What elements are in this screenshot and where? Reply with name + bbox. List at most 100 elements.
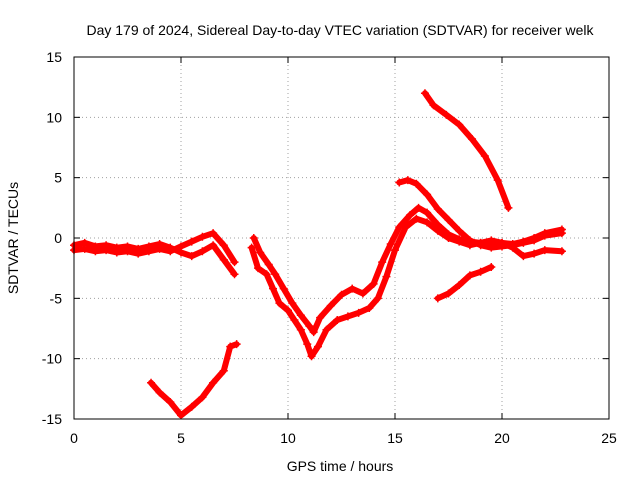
data-point: [91, 242, 100, 251]
y-tick-label: -5: [50, 290, 63, 306]
data-point: [309, 328, 318, 337]
data-point: [455, 120, 464, 129]
data-point: [423, 190, 432, 199]
data-point: [333, 316, 342, 325]
data-point: [433, 294, 442, 303]
data-point: [296, 311, 305, 320]
data-point: [313, 342, 322, 351]
x-tick-label: 15: [387, 430, 403, 446]
data-point: [147, 378, 156, 387]
data-point: [412, 214, 421, 223]
data-point: [348, 284, 357, 293]
data-point: [540, 231, 549, 240]
data-point: [303, 340, 312, 349]
y-tick-label: -15: [42, 411, 62, 427]
data-point: [487, 236, 496, 245]
data-point: [155, 240, 164, 249]
data-point: [465, 271, 474, 280]
data-point: [508, 241, 517, 250]
series-line: [422, 90, 512, 211]
data-point: [166, 243, 175, 252]
data-point: [254, 264, 263, 273]
data-point: [305, 322, 314, 331]
data-point: [378, 258, 387, 267]
series-track-6: [420, 89, 513, 212]
data-point: [498, 242, 506, 251]
data-point: [530, 236, 539, 245]
data-point: [403, 176, 412, 185]
y-tick-label: 5: [54, 170, 62, 186]
data-point: [80, 238, 89, 247]
data-point: [230, 258, 239, 267]
data-point: [219, 241, 228, 250]
data-point: [455, 235, 464, 244]
data-point: [102, 241, 111, 250]
data-point: [209, 378, 218, 387]
y-tick-label: 0: [54, 230, 62, 246]
series-track-7: [433, 262, 496, 303]
data-point: [433, 205, 442, 214]
data-point: [198, 393, 207, 402]
y-tick-label: 15: [46, 49, 62, 65]
plot-frame: [73, 56, 610, 420]
data-point: [373, 294, 382, 303]
data-point: [288, 299, 297, 308]
data-point: [187, 252, 196, 261]
data-point: [219, 366, 228, 375]
data-point: [112, 243, 121, 252]
data-point: [232, 340, 241, 349]
y-tick-label: 10: [46, 109, 62, 125]
series-track-8: [147, 340, 241, 420]
data-point: [493, 176, 502, 185]
data-point: [144, 242, 153, 251]
data-point: [455, 281, 464, 290]
data-point: [382, 272, 391, 281]
data-point: [465, 236, 474, 245]
y-axis-label: SDTVAR / TECUs: [5, 182, 21, 294]
series-track-1: [70, 229, 239, 267]
data-point: [386, 240, 395, 249]
data-point: [444, 230, 453, 239]
data-point: [414, 203, 423, 212]
data-point: [219, 255, 228, 264]
y-tick-labels: -15 -10 -5 0 5 10 15: [42, 49, 62, 427]
chart-title: Day 179 of 2024, Sidereal Day-to-day VTE…: [86, 22, 594, 38]
data-point: [442, 110, 451, 119]
series-line: [71, 230, 238, 266]
data-point: [275, 299, 284, 308]
data-point: [187, 237, 196, 246]
x-tick-label: 5: [177, 430, 185, 446]
data-point: [322, 325, 331, 334]
data-point: [504, 203, 513, 212]
x-tick-label: 20: [494, 430, 510, 446]
data-point: [155, 388, 164, 397]
data-point: [519, 238, 528, 247]
series-line: [434, 264, 495, 302]
data-point: [476, 241, 485, 250]
series-track-2: [70, 238, 239, 279]
data-point: [343, 312, 352, 321]
data-point: [226, 342, 235, 351]
data-point: [433, 220, 442, 229]
data-point: [230, 270, 239, 279]
series-line: [396, 177, 565, 251]
data-point: [177, 248, 185, 257]
data-point: [476, 267, 485, 276]
data-point: [271, 270, 280, 279]
data-point: [423, 208, 432, 217]
data-point: [405, 211, 414, 220]
data-point: [134, 244, 143, 253]
data-point: [209, 229, 218, 238]
data-point: [519, 252, 528, 261]
x-axis-label: GPS time / hours: [287, 458, 394, 474]
data-point: [420, 89, 429, 98]
data-point: [209, 241, 218, 250]
data-point: [444, 289, 453, 298]
data-point: [269, 284, 278, 293]
data-point: [423, 218, 432, 227]
data-point: [429, 101, 438, 110]
series-line: [148, 341, 240, 419]
series-track-4: [249, 203, 566, 337]
